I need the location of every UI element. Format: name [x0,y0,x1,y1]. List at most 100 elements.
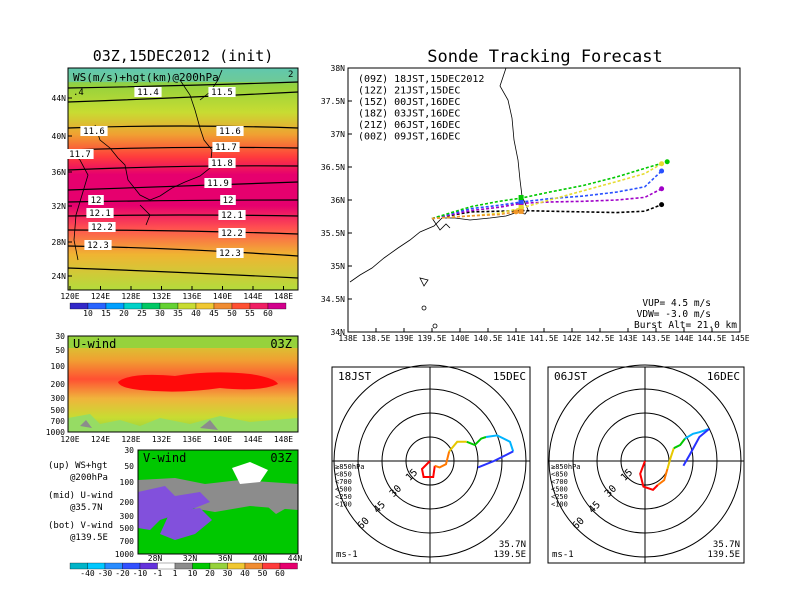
contour-label: 11.7 [215,143,237,153]
lat-tick-label: 36.5N [321,163,345,172]
u-pressure-ticks: 30 50 100 200 300 500 700 1000 [46,332,65,437]
legend-entry: (15Z) 00JST,16DEC [358,97,460,108]
corner-value-left: .4 [73,88,84,98]
contour-label: 12.1 [221,211,243,221]
lat-tick-label: 32N [52,202,67,211]
lon-tick-label: 148E [274,435,293,444]
lon-tick-label: 144E [243,292,262,301]
colorbar-label: 50 [227,309,237,318]
colorbar-label: -10 [133,569,148,578]
colorbar-swatch [279,562,298,570]
colorbar-label: -20 [115,569,130,578]
u-lon-ticks: 120E 124E 128E 132E 136E 140E 144E 148E [60,435,293,444]
legend-entry: (21Z) 06JST,16DEC [358,120,460,131]
pressure-tick-label: 200 [51,380,66,389]
lat-tick-label: 28N [148,554,163,563]
lon-tick-label: 141E [506,334,525,343]
lon-tick-label: 144E [243,435,262,444]
note-line: @35.7N [70,503,103,513]
lon-tick-label: 143E [618,334,637,343]
colorbar-label: 35 [173,309,183,318]
contour-label: 12 [91,196,102,206]
init-title: 03Z,15DEC2012 (init) [93,47,274,65]
contour-label: 12.2 [221,229,243,239]
lon-tick-label: 144.5E [698,334,727,343]
lat-tick-label: 35.5N [321,229,345,238]
trajectory-end-marker [659,161,665,167]
lon-tick-label: 120E [60,292,79,301]
contour-label-bg [208,158,236,168]
u-panel-time: 03Z [270,337,292,351]
lon-tick-label: 139E [394,334,413,343]
top-panel-title: WS(m/s)+hgt(km)@200hPa [73,71,219,84]
lat-tick-label: 40N [253,554,268,563]
pressure-tick-label: 30 [55,332,65,341]
contour-label-bg [216,248,244,258]
hodograph-trace [682,428,710,467]
pressure-tick-label: 1000 [115,550,134,559]
colorbar-wind-speed: 10 15 20 25 30 35 40 45 50 55 60 [69,302,287,318]
param-line: Burst Alt= 21.0 km [634,320,737,331]
contour-label: 11.6 [219,127,241,137]
lat-tick-label: 40N [52,132,67,141]
hodograph-trace [448,440,467,453]
track-legend: (09Z) 18JST,15DEC2012(12Z) 21JST,15DEC(1… [358,74,484,143]
colorbar-label: 20 [205,569,215,578]
lon-tick-label: 143.5E [642,334,671,343]
u-wind-section [68,336,298,432]
colorbar-label: -40 [80,569,95,578]
lon-tick-label: 136E [182,292,201,301]
note-line: (bot) V-wind [48,521,113,531]
pressure-tick-label: 700 [51,417,66,426]
hodograph-unit: ms-1 [336,550,358,560]
lon-tick-label: 138E [338,334,357,343]
contour-label: 11.4 [137,88,159,98]
trajectory-marker [518,198,524,204]
hodograph-legend: <700 [335,478,352,486]
pressure-tick-label: 50 [55,346,65,355]
lon-tick-label: 132E [152,435,171,444]
colorbar-label: 15 [101,309,111,318]
hodograph-trace [657,468,669,486]
hodograph-legend: <250 [551,493,568,501]
colorbar-label: 10 [188,569,198,578]
lat-tick-label: 36N [331,196,346,205]
legend-entry: (12Z) 21JST,15DEC [358,86,460,97]
trajectory-line [431,211,517,220]
v-panel-time: 03Z [270,451,292,465]
trajectory-marker [518,208,524,214]
track-title: Sonde Tracking Forecast [427,47,662,67]
corner-value-right: 2 [288,70,293,80]
colorbar-label: 30 [223,569,233,578]
pressure-tick-label: 100 [120,478,135,487]
top-panel-title-box: WS(m/s)+hgt(km)@200hPa [73,71,219,84]
hodograph-trace [673,438,686,450]
hodograph-legend: <250 [335,493,352,501]
lon-tick-label: 140E [213,292,232,301]
lon-tick-label: 136E [182,435,201,444]
pressure-tick-label: 700 [120,537,135,546]
contour-label-bg [86,208,114,218]
lon-tick-label: 140.5E [474,334,503,343]
hodograph-location: 139.5E [493,550,526,560]
lat-tick-label: 44N [288,554,303,563]
pressure-tick-label: 30 [124,446,134,455]
pressure-tick-label: 100 [51,362,66,371]
trajectory-end-marker [513,209,519,215]
trajectories [431,159,670,220]
hodograph-legend: <100 [335,501,352,509]
hodograph-trace [666,447,675,470]
lat-tick-label: 37.5N [321,97,345,106]
note-line: @200hPa [70,473,108,483]
hodograph-date: 15DEC [493,370,526,383]
wind-speed-map [68,68,298,290]
hodograph-location: 139.5E [707,550,740,560]
track-lat-ticks: 38N 37.5N 37N 36.5N 36N 35.5N 35N 34.5N 34N [321,64,352,337]
hodograph-trace [466,436,487,447]
contour-label-bg [88,222,116,232]
contour-label-bg [218,228,246,238]
note-line: (mid) U-wind [48,491,113,501]
trajectory-marker [518,195,524,201]
colorbar-label: 50 [258,569,268,578]
